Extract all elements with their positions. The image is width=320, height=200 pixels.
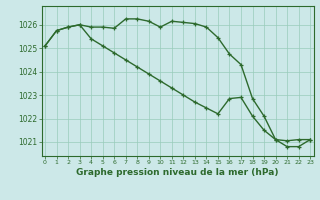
X-axis label: Graphe pression niveau de la mer (hPa): Graphe pression niveau de la mer (hPa) xyxy=(76,168,279,177)
